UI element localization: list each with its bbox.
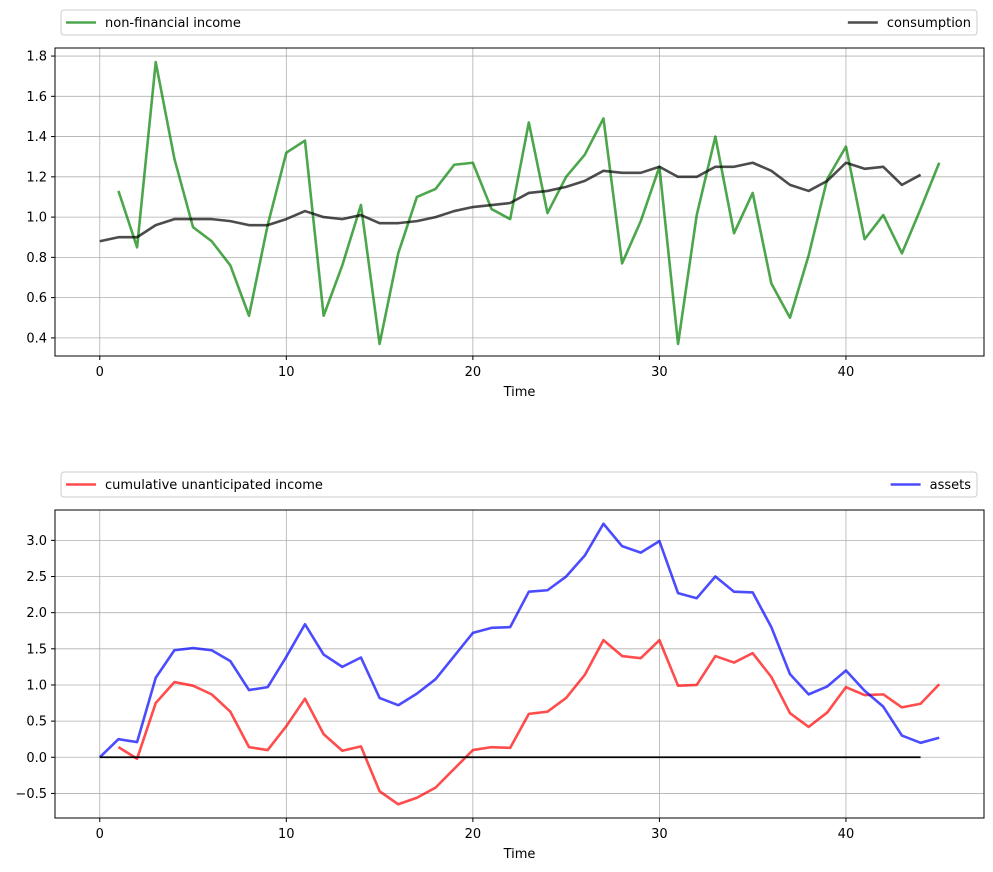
x-tick-label: 40 — [838, 827, 855, 842]
y-tick-label: −0.5 — [15, 787, 47, 802]
legend-label-consumption: consumption — [887, 16, 971, 31]
y-tick-label: 1.5 — [26, 642, 47, 657]
y-tick-label: 2.5 — [26, 570, 47, 585]
y-tick-label: 1.0 — [26, 678, 47, 693]
y-tick-label: 1.6 — [26, 90, 47, 105]
x-tick-label: 20 — [465, 365, 482, 380]
x-tick-label: 40 — [838, 365, 855, 380]
series-line-assets — [98, 522, 940, 759]
y-tick-label: 0.5 — [26, 715, 47, 730]
y-tick-label: 0.4 — [26, 331, 47, 346]
plot-frame — [54, 47, 985, 357]
x-axis-label: Time — [503, 847, 536, 862]
y-tick-label: 0.8 — [26, 251, 47, 266]
y-tick-label: 1.8 — [26, 50, 47, 65]
y-tick-label: 0.0 — [26, 751, 47, 766]
y-tick-label: 1.0 — [26, 211, 47, 226]
y-tick-label: 2.0 — [26, 606, 47, 621]
chart-panel-2: 0 10 20 30 40 −0.5 0.0 0.5 1.0 1.5 2.0 2.5 3.0 Time cu… — [15, 471, 985, 862]
x-tick-label: 10 — [278, 827, 295, 842]
x-tick-label: 30 — [651, 365, 668, 380]
series-line-non-financial-income — [117, 60, 941, 346]
x-tick-label: 10 — [278, 365, 295, 380]
series-line-consumption — [99, 161, 922, 243]
y-tick-label: 1.2 — [26, 170, 47, 185]
x-tick-label: 0 — [96, 365, 104, 380]
legend-label-non-financial-income: non-financial income — [105, 16, 241, 31]
legend-box — [60, 9, 978, 36]
x-tick-label: 0 — [96, 827, 104, 842]
series-line-cumulative-unanticipated-income — [117, 638, 941, 806]
legend-label-cumulative-unanticipated-income: cumulative unanticipated income — [105, 478, 323, 493]
y-tick-label: 0.6 — [26, 291, 47, 306]
x-axis-label: Time — [503, 385, 536, 400]
plot-frame — [54, 509, 985, 819]
legend-box — [60, 471, 978, 498]
y-tick-label: 3.0 — [26, 534, 47, 549]
x-tick-label: 30 — [651, 827, 668, 842]
x-tick-label: 20 — [465, 827, 482, 842]
legend-label-assets: assets — [930, 478, 972, 493]
chart-panel-1: 0 10 20 30 40 0.4 0.6 0.8 1.0 1.2 1.4 1.6 1.8 Time non… — [26, 9, 985, 400]
y-tick-label: 1.4 — [26, 130, 47, 145]
